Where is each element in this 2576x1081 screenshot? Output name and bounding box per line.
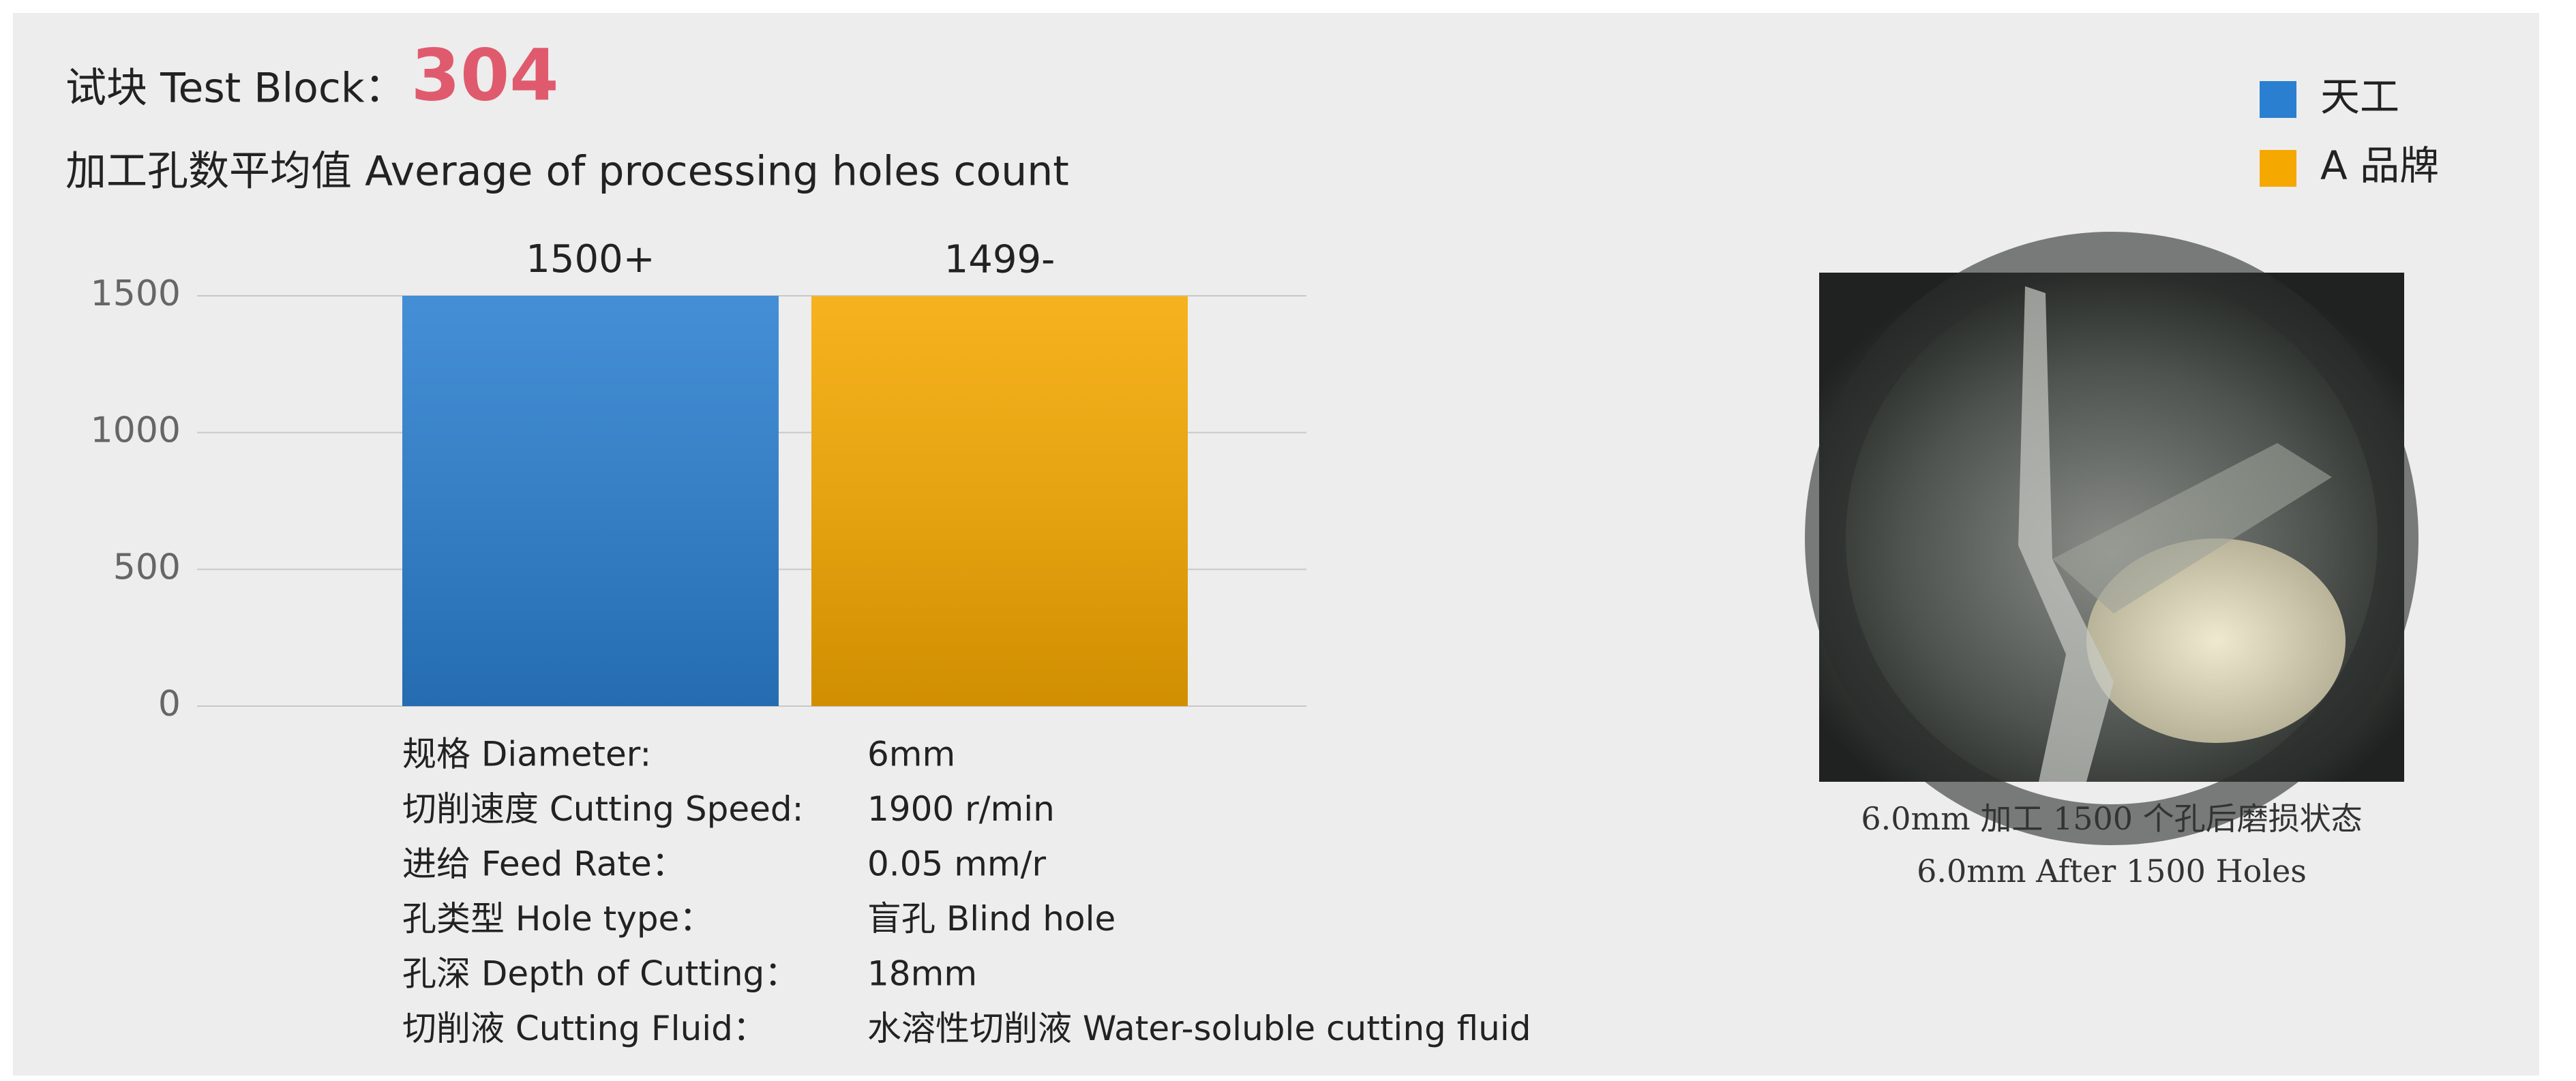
legend-label: A 品牌 bbox=[2320, 142, 2439, 189]
spec-label: 切削速度 Cutting Speed: bbox=[402, 789, 804, 829]
spec-label: 规格 Diameter: bbox=[402, 735, 651, 774]
y-tick-label: 500 bbox=[113, 547, 181, 588]
spec-label: 进给 Feed Rate： bbox=[402, 844, 686, 884]
bar-shade bbox=[402, 296, 779, 706]
legend-swatch bbox=[2260, 150, 2296, 187]
spec-label: 孔类型 Hole type： bbox=[402, 899, 713, 939]
spec-value: 18mm bbox=[867, 954, 977, 994]
photo-caption: 6.0mm 加工 1500 个孔后磨损状态 bbox=[1861, 800, 2362, 837]
y-tick-label: 1500 bbox=[91, 273, 181, 314]
photo-caption: 6.0mm After 1500 Holes bbox=[1917, 853, 2307, 889]
page: 试块 Test Block： 304 加工孔数平均值 Average of pr… bbox=[0, 0, 2576, 1081]
spec-value: 6mm bbox=[867, 735, 955, 774]
spec-label: 孔深 Depth of Cutting： bbox=[402, 954, 798, 994]
legend-swatch bbox=[2260, 81, 2296, 118]
value-label: 1500+ bbox=[526, 237, 655, 281]
bar-shade bbox=[811, 296, 1188, 706]
spec-value: 水溶性切削液 Water-soluble cutting fluid bbox=[867, 1009, 1531, 1048]
header-label: 试块 Test Block： bbox=[65, 65, 406, 112]
spec-label: 切削液 Cutting Fluid： bbox=[402, 1009, 767, 1048]
photo bbox=[1819, 252, 2404, 825]
y-tick-label: 0 bbox=[158, 684, 181, 725]
spec-value: 盲孔 Blind hole bbox=[867, 899, 1115, 939]
spec-value: 0.05 mm/r bbox=[867, 844, 1046, 884]
y-tick-label: 1000 bbox=[91, 410, 181, 451]
legend-label: 天工 bbox=[2320, 74, 2399, 120]
spec-value: 1900 r/min bbox=[867, 789, 1055, 829]
value-label: 1499- bbox=[944, 238, 1055, 282]
chart-title: 加工孔数平均值 Average of processing holes coun… bbox=[65, 148, 1069, 196]
block-number: 304 bbox=[411, 33, 559, 117]
